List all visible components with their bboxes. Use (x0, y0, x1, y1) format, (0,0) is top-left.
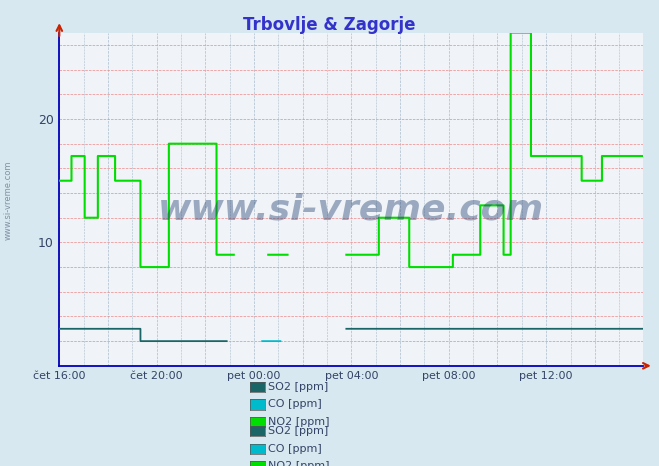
Text: CO [ppm]: CO [ppm] (268, 399, 322, 410)
Text: NO2 [ppm]: NO2 [ppm] (268, 461, 330, 466)
Text: SO2 [ppm]: SO2 [ppm] (268, 382, 328, 392)
Text: www.si-vreme.com: www.si-vreme.com (158, 192, 544, 226)
Text: SO2 [ppm]: SO2 [ppm] (268, 426, 328, 436)
Text: www.si-vreme.com: www.si-vreme.com (4, 161, 13, 240)
Text: CO [ppm]: CO [ppm] (268, 444, 322, 454)
Text: NO2 [ppm]: NO2 [ppm] (268, 417, 330, 427)
Text: Trbovlje & Zagorje: Trbovlje & Zagorje (243, 16, 416, 34)
